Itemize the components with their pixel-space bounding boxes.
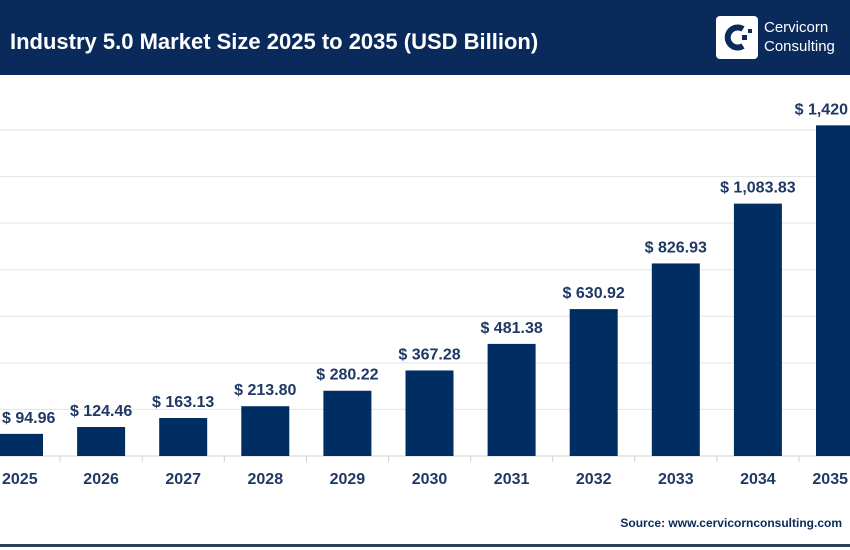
bar-2034 (733, 203, 782, 456)
data-label-2028: $ 213.80 (234, 382, 296, 399)
header-banner: Industry 5.0 Market Size 2025 to 2035 (U… (0, 0, 850, 75)
bar-2031 (487, 343, 536, 456)
x-tick-label-2032: 2032 (576, 471, 612, 488)
chart-title: Industry 5.0 Market Size 2025 to 2035 (U… (10, 29, 539, 54)
x-tick-label-2028: 2028 (248, 471, 284, 488)
cervicorn-logo-icon (716, 16, 758, 59)
logo-text: Cervicorn Consulting (764, 18, 835, 56)
x-tick-label-2031: 2031 (494, 471, 530, 488)
x-tick-label-2030: 2030 (412, 471, 448, 488)
bar-2035 (816, 125, 850, 456)
x-tick-label-2027: 2027 (165, 471, 201, 488)
logo-line-1: Cervicorn (764, 19, 829, 36)
x-tick-label-2025: 2025 (2, 471, 38, 488)
data-label-2026: $ 124.46 (70, 403, 132, 420)
logo-line-2: Consulting (764, 38, 835, 55)
data-label-2035: $ 1,420 (795, 101, 848, 118)
bar-2025 (0, 433, 43, 456)
x-tick-label-2033: 2033 (658, 471, 694, 488)
bar-2028 (241, 406, 290, 456)
bar-2026 (77, 427, 126, 456)
bar-2030 (405, 370, 454, 456)
data-label-2034: $ 1,083.83 (720, 180, 796, 197)
data-label-2029: $ 280.22 (316, 367, 378, 384)
bottom-border (0, 544, 850, 547)
x-tick-label-2029: 2029 (330, 471, 366, 488)
source-note: Source: www.cervicornconsulting.com (620, 516, 842, 530)
bar-2029 (323, 390, 372, 456)
bar-2033 (651, 263, 700, 456)
x-tick-label-2035: 2035 (812, 471, 848, 488)
data-label-2032: $ 630.92 (563, 285, 625, 302)
data-label-2027: $ 163.13 (152, 394, 214, 411)
data-label-2025: $ 94.96 (2, 410, 55, 427)
x-tick-label-2034: 2034 (740, 471, 776, 488)
bar-2027 (159, 418, 208, 456)
x-tick-label-2026: 2026 (83, 471, 119, 488)
bar-2032 (569, 309, 618, 456)
data-label-2033: $ 826.93 (645, 239, 707, 256)
data-label-2031: $ 481.38 (480, 320, 542, 337)
data-label-2030: $ 367.28 (398, 346, 460, 363)
